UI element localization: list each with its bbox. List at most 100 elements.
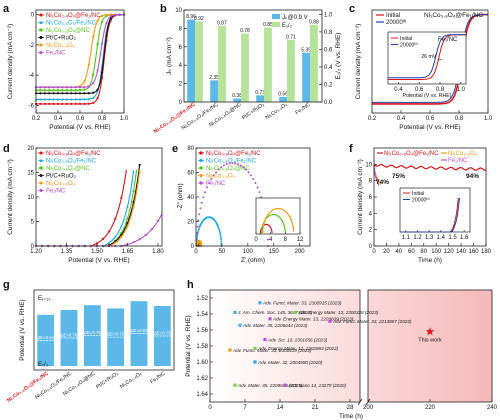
- ej10-label: Eⱼ₌₁₀: [38, 296, 51, 302]
- bar-value-label: 0.78: [240, 28, 250, 34]
- y-tick-label: 10: [27, 195, 34, 201]
- data-point: [109, 17, 112, 20]
- y-axis-label: Current density (mA cm⁻²): [355, 24, 362, 100]
- data-point: [39, 86, 42, 89]
- x-tick-label: 1.3: [425, 235, 434, 241]
- data-point: [78, 86, 82, 89]
- x-tick-label: 1.5: [448, 235, 457, 241]
- bar-jk: [302, 52, 311, 102]
- data-point: [218, 229, 221, 232]
- data-point: [74, 92, 77, 95]
- data-point: [48, 86, 51, 89]
- data-point: [217, 168, 220, 171]
- series-line: [372, 13, 488, 105]
- data-point: [108, 230, 111, 233]
- data-point: [48, 102, 51, 106]
- data-point: [247, 171, 250, 174]
- literature-label: Adv. Mater. 35, 2206644 (2023): [242, 323, 308, 328]
- data-point: [126, 225, 129, 228]
- literature-label: Adv. Sci. 10, 2301656 (2023): [267, 337, 328, 342]
- axis-break-mark: [357, 398, 363, 406]
- literature-point: [268, 317, 272, 321]
- plot-frame: [183, 9, 323, 103]
- data-point: [100, 20, 104, 24]
- data-point: [87, 63, 90, 66]
- y-tick-label: 0.2: [324, 82, 333, 88]
- bar-jk: [279, 96, 288, 102]
- x-tick-label: 40: [396, 249, 403, 255]
- data-point: [197, 219, 200, 222]
- potential-gap-bar: [83, 305, 101, 366]
- data-point: [197, 228, 200, 231]
- potential-gap-bar: [60, 310, 78, 366]
- data-point: [205, 186, 208, 189]
- inset-arc: [260, 213, 286, 235]
- inset-frame: [399, 187, 471, 233]
- data-point: [83, 97, 86, 101]
- y-tick-label: 0.8: [324, 30, 333, 36]
- data-point: [39, 97, 42, 101]
- panel-label: g: [3, 279, 10, 291]
- panel-label: a: [3, 3, 10, 15]
- x-tick-label: 1.50: [91, 249, 103, 255]
- inset-arc: [262, 207, 295, 235]
- data-point: [204, 191, 207, 194]
- y-tick-label: 1.54: [196, 312, 208, 318]
- x-tick-label: 0: [254, 237, 258, 243]
- y-tick-label: -6: [29, 103, 35, 109]
- data-point: [43, 102, 46, 106]
- bar-value-label: 0.88: [309, 19, 319, 25]
- bar-e12: [310, 24, 318, 102]
- data-point: [114, 13, 117, 17]
- data-point: [138, 170, 141, 173]
- literature-point: [238, 323, 242, 327]
- y-tick-label: 40: [187, 195, 194, 201]
- x-tick-label: 160: [469, 249, 480, 255]
- data-point: [70, 92, 73, 95]
- data-point: [249, 174, 252, 177]
- data-point: [234, 162, 237, 165]
- data-point: [196, 236, 199, 239]
- data-point: [56, 97, 60, 101]
- legend-label: Ni₁Co₃.₈O₄/Fe₁/NC: [46, 159, 97, 165]
- legend-label: Fe₁/NC: [206, 181, 226, 187]
- data-point: [74, 86, 77, 89]
- category-label: Fe₁/NC: [149, 371, 166, 386]
- y-tick-label: 0.6: [324, 47, 333, 53]
- bar-e12: [195, 21, 203, 103]
- plot-background: [210, 290, 492, 402]
- data-point: [196, 233, 199, 236]
- data-point: [96, 89, 99, 93]
- potential-gap-bar: [37, 314, 55, 366]
- data-point: [256, 186, 259, 189]
- data-point: [231, 162, 234, 165]
- y-tick-label: 1.0: [324, 12, 333, 18]
- data-point: [236, 163, 239, 166]
- x-axis-label: Time (h): [418, 257, 442, 264]
- delta-e-label: ΔE=0.81: [131, 328, 148, 333]
- x-tick-label: 14: [277, 405, 284, 411]
- data-point: [212, 174, 215, 177]
- category-label: Pt/C+RuO₂: [95, 371, 120, 391]
- data-point: [78, 92, 82, 95]
- bar-e12: [218, 25, 226, 102]
- data-point: [92, 81, 95, 85]
- bar-jk: [210, 80, 219, 102]
- data-point: [74, 97, 77, 101]
- axis-break-gap: [360, 289, 368, 403]
- category-label: Ni₁Co₃.₈O₄@Fe₁/NC: [6, 371, 50, 404]
- y-tick-label: 1.56: [196, 328, 208, 334]
- y-tick-label: 2: [179, 82, 183, 88]
- x-tick-label: 1.80: [152, 249, 164, 255]
- y-axis-label-right: E₁/₂ (V vs. RHE): [335, 33, 342, 80]
- data-point: [218, 228, 221, 231]
- series-line: [388, 34, 466, 79]
- legend-swatch: [272, 22, 280, 27]
- data-point: [52, 102, 55, 106]
- literature-label: Adv. Mater. 35, 2209648 (2023): [237, 383, 303, 388]
- x-axis-label: Time (h): [339, 413, 363, 420]
- x-tick-label: 0: [194, 249, 198, 255]
- x-axis-label: Potential (V vs. RHE): [49, 124, 110, 131]
- data-point: [266, 238, 269, 241]
- x-axis-label: Z′ (ohm): [241, 257, 265, 264]
